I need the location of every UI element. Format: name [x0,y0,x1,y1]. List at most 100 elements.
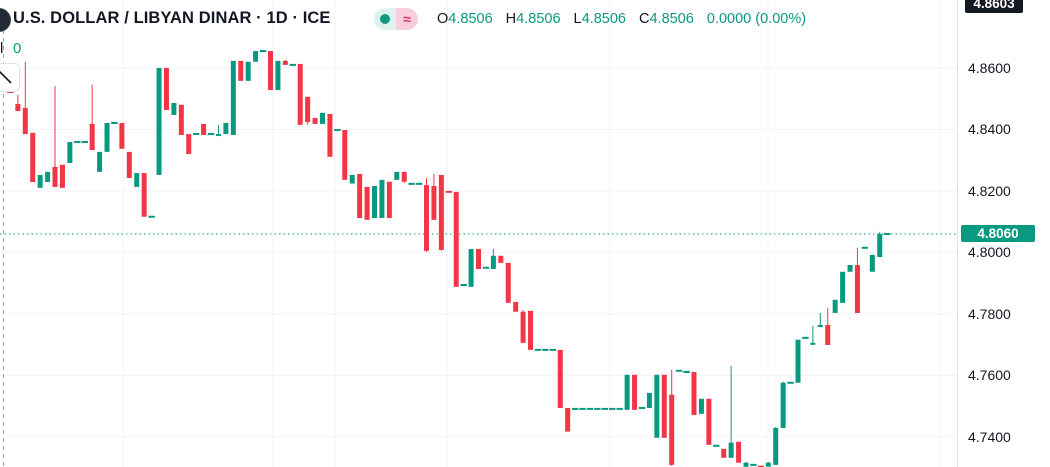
candle-body [186,134,192,155]
candle-body [178,104,184,135]
candle-body [528,310,534,350]
candle-body [401,171,407,182]
candle-body [52,166,58,187]
candle-body [832,299,838,313]
doji-candle [207,133,215,136]
market-status-pills[interactable]: ≈ [374,8,418,30]
candle-body [661,374,667,438]
doji-candle [334,129,341,132]
candle-body [45,171,51,183]
candle-body [424,185,430,251]
candle-body [22,107,28,135]
price-axis-label: 4.7800 [968,305,1011,322]
change-percent: (0.00%) [755,11,807,27]
candle-body [15,103,21,111]
price-axis-label: 4.7600 [968,367,1011,384]
candle-body [119,122,125,149]
doji-candle [802,336,809,339]
doji-candle [594,407,601,410]
market-open-dot-icon [380,14,390,24]
doji-candle [757,465,765,467]
candle-body [505,262,511,303]
doji-candle [445,190,452,193]
candle-body [728,442,734,458]
doji-candle [460,283,467,286]
candle-body [513,301,519,312]
market-status-dot-pill[interactable] [374,8,396,30]
doji-candle [482,266,490,269]
doji-candle [675,369,683,372]
price-axis-label: 4.8200 [968,182,1011,199]
candle-body [394,171,400,180]
doji-candle [609,407,616,410]
candle-body [59,164,65,188]
doji-candle [601,407,609,410]
volume-legend-fragment: l [0,40,4,57]
crosshair-tool-button[interactable] [0,63,20,92]
doji-candle [192,133,200,136]
candle-body [134,173,140,187]
candle-body [743,462,749,467]
doji-candle [571,407,579,410]
candle-body [126,151,132,179]
candle-body [215,134,221,137]
candle-body [67,142,73,163]
candle-body [854,265,860,313]
doji-candle [148,215,155,218]
candle-body [253,51,259,62]
candle-body [156,67,162,175]
candle-body [698,398,704,414]
doji-candle [638,406,646,409]
symbol-logo-icon[interactable] [0,8,11,32]
candle-body [349,174,355,184]
candle-body [765,462,771,467]
doji-candle [683,371,690,374]
candle-body [438,174,444,250]
candle-body [780,382,786,428]
price-axis[interactable]: 4.8600 4.8400 4.8200 4.8000 4.7800 4.7600 4.74… [957,0,1050,467]
price-axis-label: 4.8000 [968,244,1011,261]
candle-body [357,174,363,218]
candle-body [364,186,370,220]
candle-body [654,374,660,438]
candle-body [490,255,496,270]
candle-body [795,339,801,383]
chart-header: U.S. DOLLAR / LIBYAN DINAR · 1D · ICE ≈ … [0,0,958,36]
candle-body [431,186,437,220]
candle-body [498,255,504,263]
candle-body [869,254,875,272]
approx-data-pill[interactable]: ≈ [396,8,418,30]
symbol-title[interactable]: U.S. DOLLAR / LIBYAN DINAR · 1D · ICE [13,9,331,27]
candle-body [476,249,482,270]
candle-body [721,448,727,458]
candle-body [245,61,251,81]
doji-candle [259,50,267,53]
ohlc-high: H4.8506 [505,11,561,27]
price-axis-label: 4.7400 [968,428,1011,445]
ohlc-low: L4.8506 [573,11,626,27]
candle-body [386,181,392,218]
candle-body [669,394,675,465]
price-chart[interactable] [0,0,958,467]
candle-body [297,63,303,125]
candle-body [847,265,853,272]
doji-candle [586,407,594,410]
cursor-arrow-icon [0,71,12,84]
doji-candle [579,407,586,410]
candle-body [624,374,630,410]
doji-candle [81,141,88,144]
candle-body [468,249,474,287]
candle-body [877,233,883,258]
candle-body [327,114,333,157]
candle-body [342,130,348,180]
ohlc-readout: O4.8506 H4.8506 L4.8506 C4.8506 0.0000 (… [437,11,806,27]
candle-body [565,407,571,432]
candle-body [810,342,816,345]
doji-candle [861,246,869,249]
candle-body [141,173,147,217]
candle-body [30,132,36,183]
clipped-top-price-label: 4.8603 [965,0,1023,13]
candle-body [275,60,281,91]
doji-candle [289,63,296,66]
volume-value: 0 [13,40,22,57]
